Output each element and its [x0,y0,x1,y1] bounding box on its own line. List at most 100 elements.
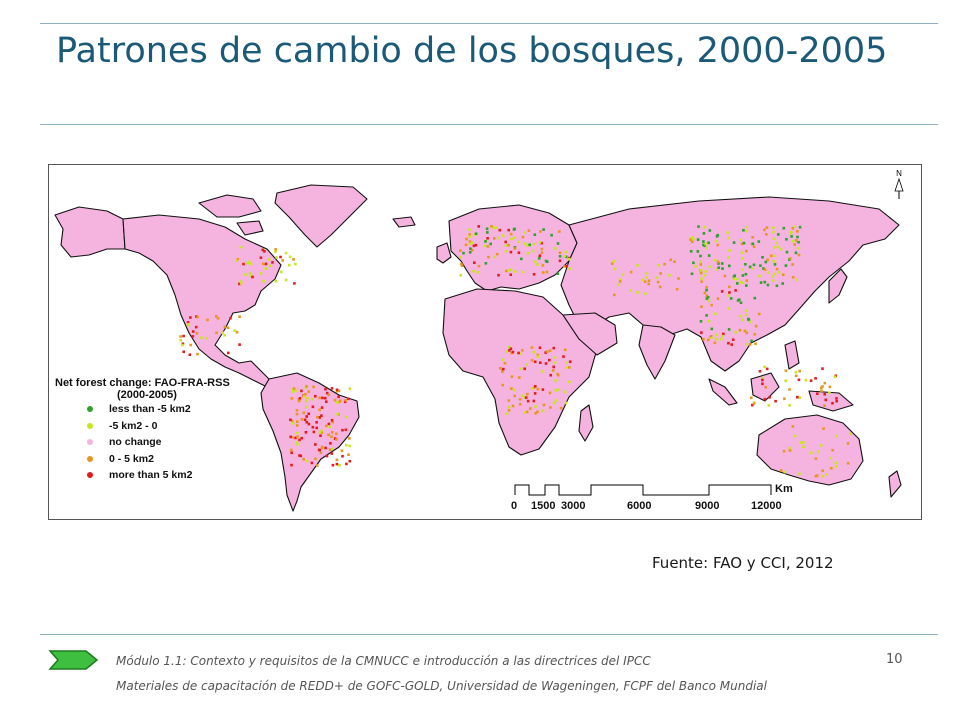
forest-change-dot [714,239,718,243]
forest-change-dot [727,285,731,289]
forest-change-dot [794,374,798,378]
forest-change-dot [694,265,697,268]
forest-change-dot [707,319,711,323]
new-guinea [808,390,854,412]
forest-change-dot [311,425,315,429]
forest-change-dot [563,348,567,352]
forest-change-dot [486,231,489,234]
forest-change-dot [559,406,563,410]
forest-change-dot [751,236,754,239]
forest-change-dot [744,263,747,266]
forest-change-dot [655,276,659,280]
forest-change-dot [274,250,277,253]
forest-change-dot [339,399,342,403]
forest-change-dot [325,454,329,458]
forest-change-dot [537,257,541,260]
forest-change-dot [536,355,540,358]
british-isles [436,242,452,264]
forest-change-dot [274,248,277,251]
forest-change-dot [511,404,515,408]
forest-change-dot [227,351,230,355]
forest-change-dot [327,393,331,397]
forest-change-dot [238,343,241,346]
forest-change-dot [497,273,500,277]
legend-title: Net forest change: FAO-FRA-RSS [55,377,230,389]
forest-change-dot [700,331,703,334]
forest-change-dot [323,396,327,400]
forest-change-dot [720,337,723,341]
forest-change-dot [629,289,632,292]
forest-change-dot [324,424,328,428]
forest-change-dot [505,350,508,353]
forest-change-dot [205,336,208,340]
forest-change-dot [468,228,471,231]
legend-item-0-to-5: 0 - 5 km2 [55,451,287,468]
forest-change-dot [302,457,305,461]
forest-change-dot [705,314,708,317]
forest-change-dot [507,243,510,247]
forest-change-dot [765,233,768,236]
forest-change-dot [636,264,639,267]
forest-change-dot [233,329,237,332]
forest-change-dot [186,323,190,326]
forest-change-dot [753,296,757,300]
forest-change-dot [530,359,534,362]
forest-change-dot [513,236,516,240]
forest-change-dot [542,403,546,407]
forest-change-dot [727,328,731,331]
forest-change-dot [532,350,536,354]
forest-change-dot [775,284,779,288]
forest-change-dot [509,232,513,236]
forest-change-dot [541,271,545,274]
forest-change-dot [477,264,481,268]
forest-change-dot [484,240,487,243]
forest-change-dot [791,276,795,279]
forest-change-dot [291,436,294,439]
forest-change-dot [763,268,767,271]
forest-change-dot [291,390,295,393]
forest-change-dot [533,392,537,395]
forest-change-dot [468,251,472,254]
forest-change-dot [707,241,710,245]
forest-change-dot [820,389,823,393]
forest-change-dot [745,284,748,287]
forest-change-dot [762,267,765,270]
forest-change-dot [507,345,511,349]
forest-change-dot [507,399,511,402]
forest-change-dot [689,238,692,242]
legend-dot-dark-green [87,406,93,413]
forest-change-dot [544,351,547,354]
forest-change-dot [335,458,339,462]
forest-change-dot [540,370,544,373]
forest-change-dot [556,272,560,275]
forest-change-dot [549,373,552,377]
forest-change-dot [567,380,571,384]
forest-change-dot [779,247,783,251]
forest-change-dot [314,394,317,398]
forest-change-dot [239,282,243,285]
scale-tick: 1500 [531,500,556,512]
forest-change-dot [558,259,562,263]
forest-change-dot [464,243,468,247]
forest-change-dot [766,258,769,262]
forest-change-dot [247,260,251,264]
forest-change-dot [726,231,729,234]
forest-change-dot [791,263,794,266]
forest-change-dot [715,268,718,271]
forest-change-dot [200,336,203,339]
south-america [260,372,360,512]
forest-change-dot [324,387,327,391]
forest-change-dot [307,390,311,393]
forest-change-dot [831,401,834,405]
forest-change-dot [541,409,545,413]
forest-change-dot [507,409,511,412]
forest-change-dot [268,264,272,268]
forest-change-dot [294,389,297,393]
forest-change-dot [510,387,513,390]
forest-change-dot [729,297,733,300]
forest-change-dot [513,270,517,273]
forest-change-dot [498,228,502,232]
forest-change-dot [545,270,549,274]
scale-tick: 0 [511,500,518,512]
forest-change-dot [181,342,185,345]
